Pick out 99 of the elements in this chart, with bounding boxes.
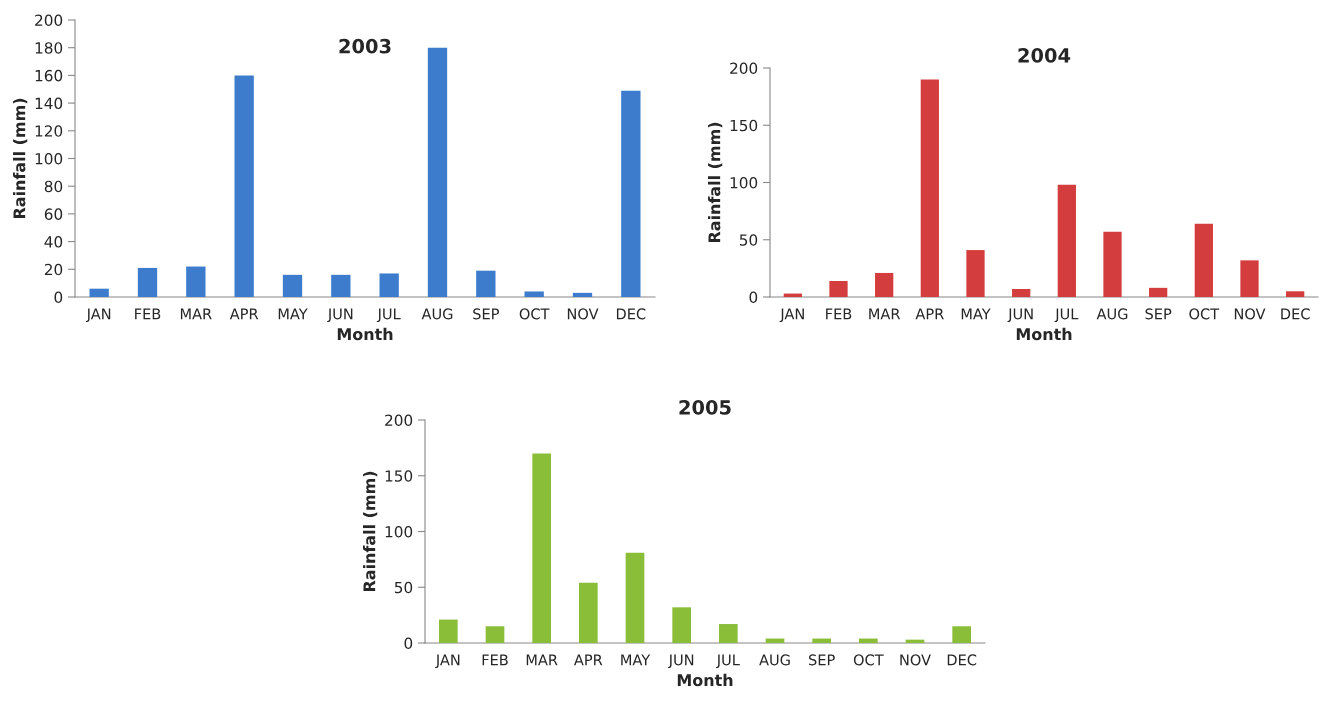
text: 2003 — [339, 38, 391, 54]
x-tick-label: JUN — [327, 308, 353, 323]
x-tick-label: NOV — [1234, 308, 1266, 320]
x-tick-label: JUL — [716, 654, 740, 669]
bar — [1012, 288, 1031, 297]
x-tick-label: JUL — [1054, 308, 1079, 323]
bar — [532, 453, 551, 643]
y-tick-label: 50 — [394, 581, 413, 594]
bar — [524, 291, 544, 297]
y-axis-title: Rainfall (mm) — [13, 98, 28, 219]
bar — [829, 280, 848, 297]
x-tick-label: MAY — [621, 654, 651, 666]
bar — [137, 267, 158, 297]
y-tick-label: 0 — [54, 291, 63, 304]
bar — [89, 288, 109, 297]
bar — [439, 619, 458, 643]
x-tick-label: NOV — [900, 654, 931, 666]
x-tick-label: JUL — [376, 308, 401, 323]
y-tick-label: 60 — [44, 208, 63, 220]
bar — [282, 274, 303, 297]
bar — [379, 273, 399, 297]
bar — [875, 272, 894, 297]
y-tick-label: 40 — [44, 236, 63, 248]
x-tick-label: AUG — [1096, 308, 1128, 320]
bar — [621, 90, 641, 297]
bar — [1103, 231, 1122, 297]
x-tick-label: APR — [229, 308, 259, 320]
y-tick-label: 150 — [730, 119, 758, 132]
x-tick-label: JUN — [1007, 308, 1033, 323]
x-tick-label: JAN — [779, 308, 804, 323]
bar — [331, 274, 351, 297]
x-axis-title: Month — [677, 673, 733, 687]
bar — [579, 582, 598, 643]
bar — [952, 626, 971, 643]
y-tick-label: 100 — [730, 176, 758, 189]
y-tick-label: 20 — [44, 263, 63, 276]
bar — [672, 607, 691, 643]
x-tick-label: JAN — [85, 308, 111, 323]
y-tick-label: 100 — [385, 525, 413, 538]
bar — [966, 250, 985, 297]
bar — [476, 270, 496, 297]
x-tick-label: FEB — [482, 654, 508, 666]
x-tick-label: SEP — [473, 308, 499, 320]
x-tick-label: MAR — [869, 308, 901, 320]
bar — [234, 75, 254, 297]
bar — [719, 624, 738, 643]
chart-title: 2004 — [1018, 48, 1071, 63]
x-tick-label: SEP — [809, 654, 835, 666]
y-tick-label: 150 — [385, 470, 413, 482]
x-tick-label: DEC — [947, 654, 977, 666]
y-tick-label: 50 — [739, 234, 758, 246]
x-tick-label: AUG — [759, 654, 790, 666]
y-tick-label: 200 — [35, 14, 63, 27]
bar — [572, 292, 593, 297]
x-tick-label: MAY — [961, 308, 991, 320]
chart-title: 2005 — [679, 400, 731, 415]
bar — [920, 79, 939, 297]
bar — [1240, 260, 1259, 297]
bar — [1194, 223, 1213, 297]
y-tick-label: 80 — [44, 180, 63, 193]
x-tick-label: OCT — [853, 654, 884, 666]
x-tick-label: OCT — [519, 308, 550, 320]
x-tick-label: DEC — [616, 308, 646, 320]
x-tick-label: JUN — [667, 654, 694, 669]
y-tick-label: 140 — [35, 97, 63, 110]
y-tick-label: 160 — [35, 69, 63, 82]
bar — [427, 47, 448, 297]
x-tick-label: APR — [574, 654, 603, 666]
x-tick-label: APR — [915, 308, 944, 320]
x-tick-label: AUG — [421, 308, 453, 320]
y-tick-label: 100 — [35, 152, 63, 165]
bar — [625, 552, 645, 643]
x-tick-label: OCT — [1189, 308, 1220, 320]
x-axis-title: Month — [337, 327, 393, 341]
x-tick-label: MAR — [526, 654, 558, 666]
bar — [1057, 184, 1076, 297]
bar — [812, 638, 831, 643]
y-axis-title: Rainfall (mm) — [363, 471, 378, 592]
y-tick-label: 200 — [385, 414, 413, 427]
x-tick-label: FEB — [135, 308, 161, 320]
bar — [859, 638, 878, 643]
y-tick-label: 180 — [35, 42, 63, 54]
bar — [1286, 291, 1305, 297]
x-tick-label: SEP — [1145, 308, 1172, 320]
y-tick-label: 0 — [404, 637, 413, 650]
y-tick-label: 0 — [749, 291, 758, 304]
x-tick-label: MAR — [180, 308, 212, 320]
y-axis-title: Rainfall (mm) — [708, 122, 723, 243]
bar — [485, 626, 505, 643]
x-tick-label: NOV — [567, 308, 599, 320]
x-tick-label: FEB — [826, 308, 852, 320]
y-tick-label: 120 — [35, 125, 63, 137]
y-tick-label: 200 — [730, 62, 758, 75]
x-tick-label: JAN — [435, 654, 460, 669]
bar — [186, 266, 206, 297]
bar — [1149, 287, 1168, 297]
x-axis-title: Month — [1016, 327, 1072, 341]
x-tick-label: MAY — [278, 308, 308, 320]
x-tick-label: DEC — [1281, 308, 1310, 320]
